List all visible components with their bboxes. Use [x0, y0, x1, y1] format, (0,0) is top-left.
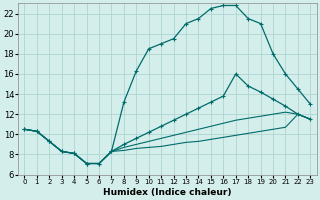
X-axis label: Humidex (Indice chaleur): Humidex (Indice chaleur)	[103, 188, 232, 197]
